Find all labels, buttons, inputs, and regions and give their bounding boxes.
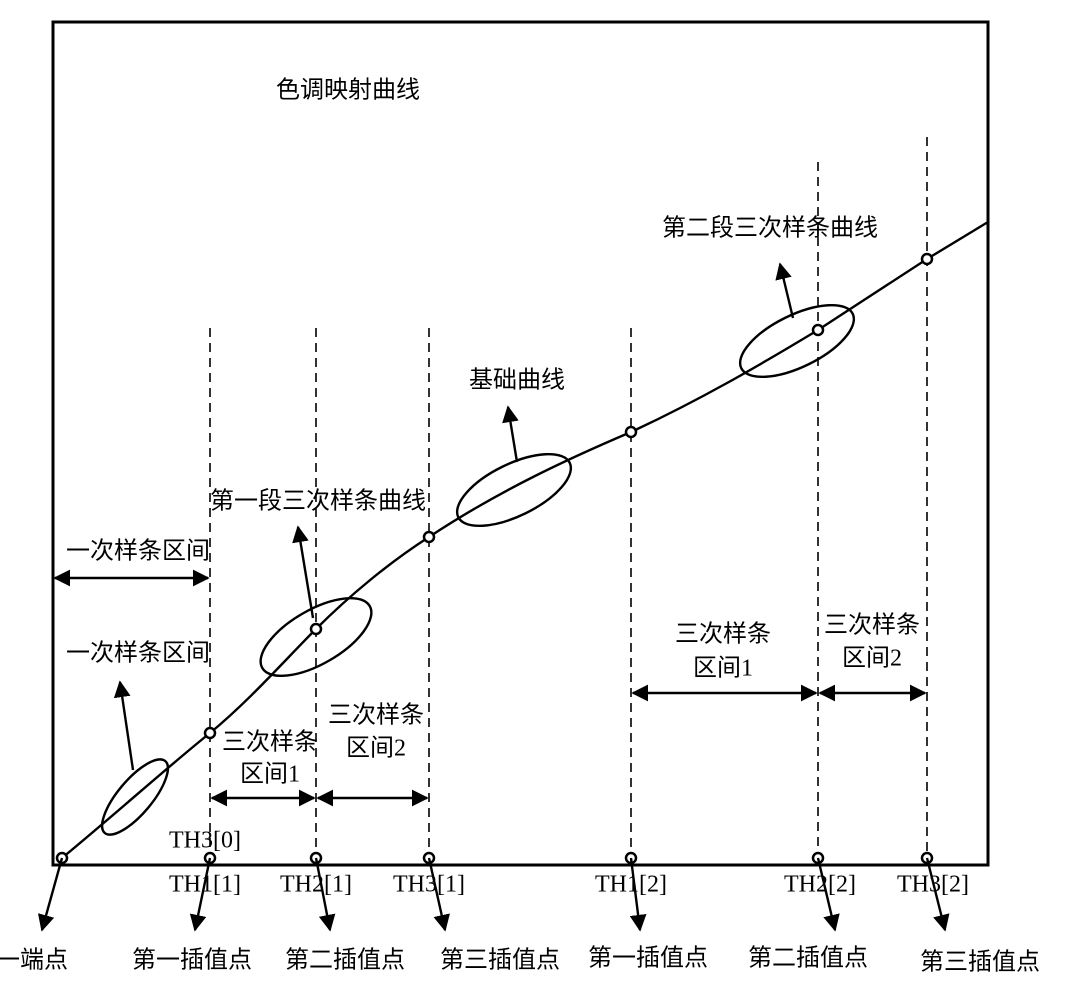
point-label: 一端点 <box>0 947 68 974</box>
interval-label: 区间2 <box>346 735 406 762</box>
threshold-label: TH1[1] <box>169 872 241 898</box>
annotation: 基础曲线 <box>469 367 565 394</box>
threshold-label: TH3[2] <box>897 872 969 898</box>
annotation: 一次样条区间 <box>66 640 210 667</box>
interval-label: 三次样条 <box>328 702 424 729</box>
point-label: 第三插值点 <box>920 949 1040 976</box>
threshold-label: TH2[2] <box>784 872 856 898</box>
point-label: 第一插值点 <box>588 945 708 972</box>
point-label: 第二插值点 <box>285 947 405 974</box>
arrows <box>37 262 950 932</box>
title: 色调映射曲线 <box>276 77 420 104</box>
threshold-label: TH3[1] <box>393 872 465 898</box>
frame <box>51 20 990 867</box>
ellipses <box>100 303 856 836</box>
annotation: 第一段三次样条曲线 <box>210 488 426 515</box>
interval-label: 区间1 <box>240 761 300 788</box>
interval-label: 三次样条 <box>675 621 771 648</box>
threshold-label: TH1[2] <box>595 872 667 898</box>
annotation: 第二段三次样条曲线 <box>662 215 878 242</box>
annotation: 一次样条区间 <box>66 538 210 565</box>
interval-label: 三次样条 <box>222 729 318 756</box>
point-label: 第二插值点 <box>748 945 868 972</box>
interval-label: 区间2 <box>842 645 902 672</box>
point-label: 第一插值点 <box>132 947 252 974</box>
interval-label: 区间1 <box>693 655 753 682</box>
threshold-label: TH2[1] <box>280 872 352 898</box>
threshold-label: TH3[0] <box>169 828 241 854</box>
interval-label: 三次样条 <box>824 612 920 639</box>
point-label: 第三插值点 <box>440 947 560 974</box>
